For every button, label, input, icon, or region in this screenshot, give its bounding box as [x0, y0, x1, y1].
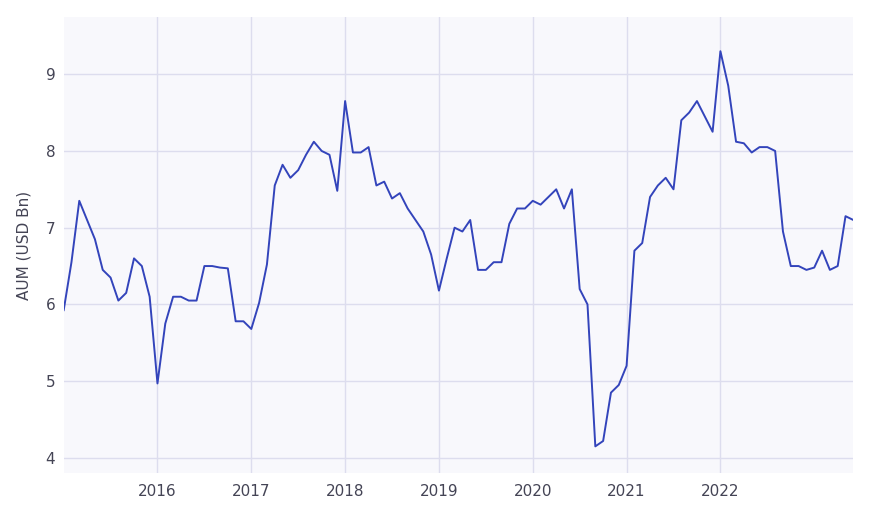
- Y-axis label: AUM (USD Bn): AUM (USD Bn): [17, 190, 31, 299]
